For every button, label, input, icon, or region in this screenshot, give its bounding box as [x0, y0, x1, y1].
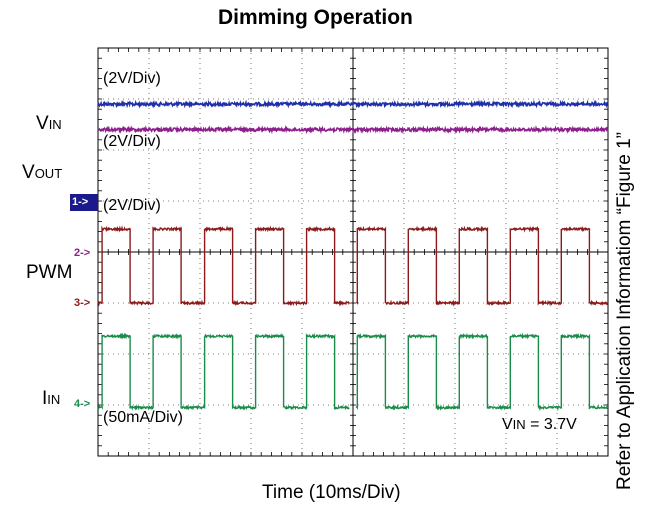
- trace-vout: [97, 124, 609, 135]
- channel-marker-1: 1->: [70, 194, 98, 211]
- scale-label-vin: (2V/Div): [103, 70, 161, 87]
- channel-marker-3: 3->: [74, 297, 91, 309]
- scale-label-vout: (2V/Div): [103, 133, 161, 150]
- trace-pwm-seg0: [97, 225, 350, 307]
- trace-pwm-seg1: [355, 225, 609, 307]
- trace-vin: [97, 99, 609, 109]
- side-note: Refer to Application Informatiom “Figure…: [614, 132, 635, 490]
- channel-label-vin: VIN: [36, 113, 62, 134]
- x-axis-label: Time (10ms/Div): [262, 482, 401, 503]
- chart-title: Dimming Operation: [218, 6, 413, 29]
- channel-label-vout: VOUT: [22, 162, 63, 183]
- trace-iin-seg0: [97, 332, 350, 411]
- plot-traces: [97, 99, 609, 412]
- scale-label-iin: (50mA/Div): [103, 409, 184, 426]
- condition-note: VIN = 3.7V: [502, 416, 577, 433]
- plot-grid: [97, 47, 609, 457]
- scale-label-pwm: (2V/Div): [103, 197, 161, 214]
- trace-iin-seg1: [355, 332, 609, 412]
- channel-label-pwm: PWM: [26, 262, 73, 283]
- channel-label-iin: IIN: [42, 388, 61, 409]
- channel-marker-4: 4->: [74, 398, 91, 410]
- channel-marker-2: 2->: [74, 247, 91, 259]
